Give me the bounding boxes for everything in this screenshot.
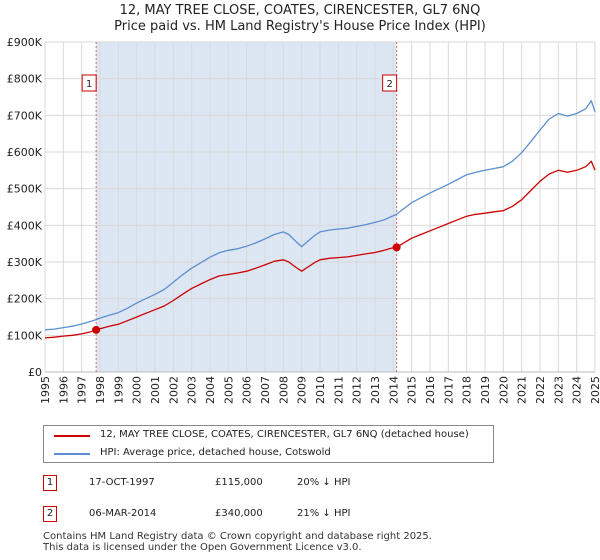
price-paid-line [44,160,596,339]
y-tick-label: £400K [7,219,43,232]
legend-swatch-price [54,435,90,437]
sale-number-badge: 1 [43,475,57,491]
sale-point [392,243,401,252]
sale-marker-box [382,74,398,92]
sale-hpi-diff: 21% ↓ HPI [297,508,351,519]
x-tick-label: 2023 [552,376,565,404]
footer-licence: This data is licensed under the Open Gov… [43,542,362,553]
legend-item-price: 12, MAY TREE CLOSE, COATES, CIRENCESTER,… [44,427,493,445]
sale-points [92,243,401,334]
y-tick-label: £900K [7,36,43,49]
sale-marker-lines [95,42,398,372]
y-tick-label: £700K [7,109,43,122]
x-tick-label: 2015 [406,376,419,404]
sale-price: £115,000 [215,477,263,488]
legend-swatch-hpi [54,453,90,455]
x-tick-label: 1997 [76,376,89,404]
x-tick-label: 2019 [479,376,492,404]
footer: Contains HM Land Registry data © Crown c… [43,531,432,553]
x-tick-label: 2018 [461,376,474,404]
x-tick-label: 2002 [167,376,180,404]
grid [44,41,596,373]
y-tick-label: £100K [7,329,43,342]
sale-point [92,325,101,334]
chart-title: 12, MAY TREE CLOSE, COATES, CIRENCESTER,… [119,3,481,18]
y-tick-label: £200K [7,293,43,306]
sale-marker-label: 1 [86,79,92,90]
x-tick-label: 2007 [259,376,272,404]
x-tick-label: 2013 [369,376,382,404]
x-tick-label: 2016 [424,376,437,404]
x-axis-ticks: 1995 1996 1997 1998 1999 2000 2001 2002 2003 2004… [39,376,600,404]
x-tick-label: 2017 [442,376,455,404]
x-tick-label: 2009 [296,376,309,404]
sale-date: 06-MAR-2014 [89,508,157,519]
x-tick-label: 1999 [112,376,125,404]
x-tick-label: 2012 [351,376,364,404]
x-tick-label: 2022 [534,376,547,404]
x-tick-label: 1996 [57,376,70,404]
sale-price: £340,000 [215,508,263,519]
sale-date: 17-OCT-1997 [89,477,155,488]
legend-item-hpi: HPI: Average price, detached house, Cots… [44,445,493,463]
x-tick-label: 2006 [241,376,254,404]
x-tick-label: 2003 [186,376,199,404]
x-tick-label: 2014 [387,376,400,404]
x-tick-label: 2008 [277,376,290,404]
y-tick-label: £800K [7,73,43,86]
x-tick-label: 2011 [332,376,345,404]
y-tick-label: £300K [7,256,43,269]
x-tick-label: 2024 [571,376,584,404]
x-tick-label: 2021 [516,376,529,404]
y-tick-label: £0 [28,366,42,379]
x-tick-label: 2020 [497,376,510,404]
chart-subtitle: Price paid vs. HM Land Registry's House … [114,19,486,34]
y-axis-ticks: £0 £100K £200K £300K £400K £500K £600K £700K £80… [7,36,43,379]
hpi-line [44,100,596,331]
sale-marker-box [81,74,97,92]
sale-hpi-diff: 20% ↓ HPI [297,477,351,488]
legend: 12, MAY TREE CLOSE, COATES, CIRENCESTER,… [43,425,494,463]
y-tick-label: £600K [7,146,43,159]
x-tick-label: 2010 [314,376,327,404]
sale-marker-label: 2 [386,79,392,90]
y-tick-label: £500K [7,183,43,196]
sale-number-badge: 2 [43,506,57,522]
legend-label-hpi: HPI: Average price, detached house, Cots… [100,447,331,458]
x-tick-label: 2000 [131,376,144,404]
x-tick-label: 1998 [94,376,107,404]
series-lines [44,100,596,339]
x-tick-label: 2004 [204,376,217,404]
x-tick-label: 1995 [39,376,52,404]
x-tick-label: 2025 [589,376,600,404]
legend-label-price: 12, MAY TREE CLOSE, COATES, CIRENCESTER,… [100,429,469,440]
x-tick-label: 2001 [149,376,162,404]
x-tick-label: 2005 [222,376,235,404]
footer-copyright: Contains HM Land Registry data © Crown c… [43,531,432,542]
